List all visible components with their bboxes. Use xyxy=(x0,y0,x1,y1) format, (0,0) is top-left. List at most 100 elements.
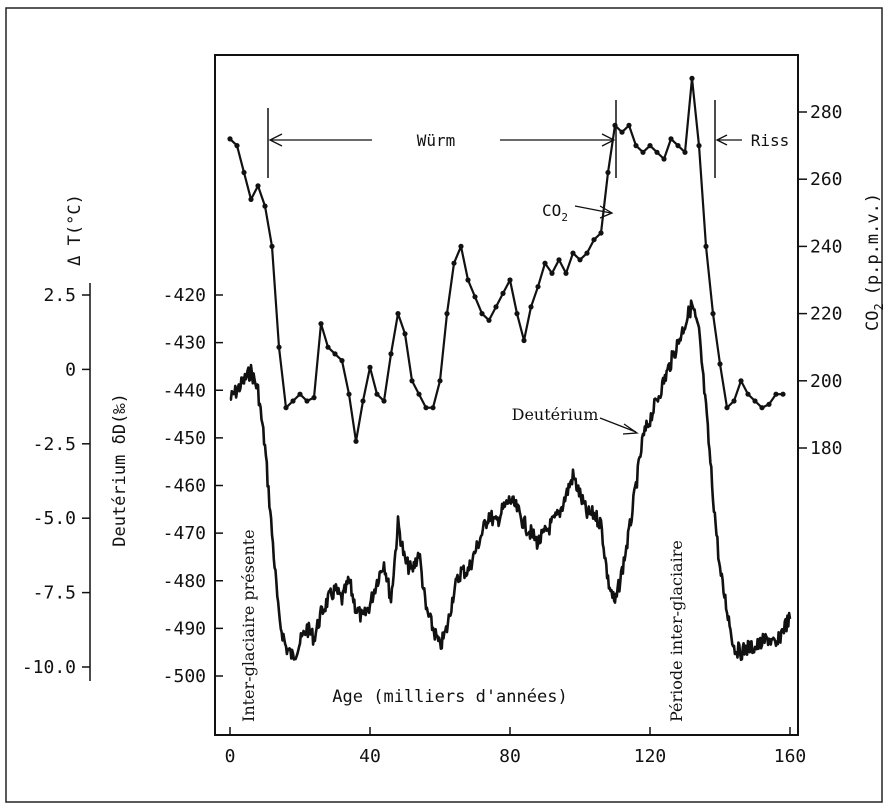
temperature-axis-ticks: 2.5 0 -2.5 -5.0 -7.5 -10.0 xyxy=(22,285,90,678)
co2-data-point xyxy=(458,243,464,249)
co2-data-point xyxy=(269,243,275,249)
co2-data-point xyxy=(521,337,527,344)
co2-data-point xyxy=(402,331,408,337)
riss-label: Riss xyxy=(751,131,790,150)
deuterium-tick-label: -500 xyxy=(163,666,206,687)
co2-tick-label: 240 xyxy=(810,236,843,257)
co2-data-point xyxy=(570,250,576,256)
co2-data-point xyxy=(724,405,730,411)
co2-data-point xyxy=(731,398,737,404)
temperature-tick-label: -10.0 xyxy=(22,657,76,678)
deuterium-series-label: Deutérium xyxy=(512,405,599,424)
x-tick-label: 160 xyxy=(774,746,807,767)
co2-data-point xyxy=(346,391,352,397)
deuterium-tick-label: -450 xyxy=(163,428,206,449)
co2-label-arrow xyxy=(574,205,612,214)
co2-data-point xyxy=(689,75,695,81)
co2-data-point xyxy=(752,398,758,404)
co2-data-point xyxy=(759,405,765,411)
co2-series-line xyxy=(229,77,783,443)
wurm-arrowhead-left xyxy=(268,133,283,147)
deuterium-axis-label: Deutérium δD(‰) xyxy=(110,393,130,547)
co2-data-point xyxy=(381,398,387,404)
co2-data-point xyxy=(780,391,786,397)
co2-data-point xyxy=(493,304,499,310)
co2-data-point xyxy=(682,149,688,155)
co2-data-point xyxy=(234,143,240,149)
co2-data-point xyxy=(710,311,716,317)
outer-frame xyxy=(5,7,883,803)
co2-data-point xyxy=(395,311,401,317)
co2-data-point xyxy=(563,270,569,276)
co2-data-point xyxy=(276,344,282,350)
co2-data-point xyxy=(500,290,506,296)
co2-axis-label: CO2(p.p.m.v.) xyxy=(863,193,886,331)
co2-data-point xyxy=(451,260,457,266)
co2-data-point xyxy=(430,405,436,411)
x-tick-label: 0 xyxy=(225,746,236,767)
co2-data-point xyxy=(472,294,478,300)
co2-data-point xyxy=(311,395,317,401)
deuterium-tick-label: -440 xyxy=(163,380,206,401)
wurm-label: Würm xyxy=(417,131,456,150)
co2-data-point xyxy=(717,361,723,367)
co2-data-point xyxy=(465,277,471,283)
co2-data-point xyxy=(388,351,394,357)
co2-data-point xyxy=(437,378,443,384)
co2-data-point xyxy=(409,378,415,384)
co2-tick-label: 200 xyxy=(810,371,843,392)
deuterium-label-arrowhead xyxy=(622,423,639,435)
co2-data-point xyxy=(612,122,618,128)
co2-data-point xyxy=(486,317,492,323)
co2-data-point xyxy=(626,122,632,128)
co2-data-point xyxy=(248,196,254,202)
co2-tick-label: 280 xyxy=(810,102,843,123)
series-layer xyxy=(227,75,792,662)
co2-data-point xyxy=(416,391,422,397)
co2-data-point xyxy=(304,398,310,404)
co2-data-point xyxy=(479,311,485,317)
co2-data-point xyxy=(367,364,373,370)
co2-data-point xyxy=(654,149,660,155)
co2-data-point xyxy=(738,378,744,384)
co2-data-point xyxy=(423,405,429,411)
co2-data-point xyxy=(325,344,331,350)
co2-data-point xyxy=(605,169,611,176)
temperature-tick-label: -7.5 xyxy=(33,583,76,604)
co2-data-point xyxy=(619,129,625,135)
co2-data-point xyxy=(598,230,604,236)
co2-data-point xyxy=(528,304,534,310)
co2-tick-label: 180 xyxy=(810,438,843,459)
deuterium-tick-label: -460 xyxy=(163,476,206,497)
co2-tick-label: 260 xyxy=(810,169,843,190)
co2-tick-label: 220 xyxy=(810,304,843,325)
deuterium-tick-label: -490 xyxy=(163,618,206,639)
co2-data-point xyxy=(339,358,345,364)
temperature-axis-label: Δ T(°C) xyxy=(65,194,85,266)
temperature-tick-label: 2.5 xyxy=(43,285,76,306)
x-tick-label: 80 xyxy=(499,746,521,767)
plot-area xyxy=(214,54,799,736)
co2-data-point xyxy=(290,398,296,404)
co2-data-point xyxy=(633,143,639,149)
co2-data-point xyxy=(661,156,667,162)
x-tick-label: 120 xyxy=(634,746,667,767)
co2-data-point xyxy=(591,237,597,243)
temperature-tick-label: -5.0 xyxy=(33,508,76,529)
co2-data-point xyxy=(318,321,324,327)
temperature-tick-label: 0 xyxy=(65,359,76,380)
co2-data-point xyxy=(255,183,261,189)
riss-arrowhead xyxy=(715,134,728,146)
co2-data-point xyxy=(535,284,541,290)
co2-data-point xyxy=(745,391,751,397)
co2-data-point xyxy=(640,149,646,155)
interglacial-period-label: Période inter-glaciaire xyxy=(667,540,686,722)
co2-data-point xyxy=(668,136,674,142)
co2-data-point xyxy=(549,270,555,276)
co2-data-point xyxy=(227,136,233,142)
deuterium-axis-ticks: -420 -430 -440 -450 -460 -470 -480 -490 -500 xyxy=(163,285,223,687)
co2-data-point xyxy=(283,405,289,411)
x-axis-ticks: 0 40 80 120 160 xyxy=(225,727,807,767)
co2-data-point xyxy=(514,311,520,317)
